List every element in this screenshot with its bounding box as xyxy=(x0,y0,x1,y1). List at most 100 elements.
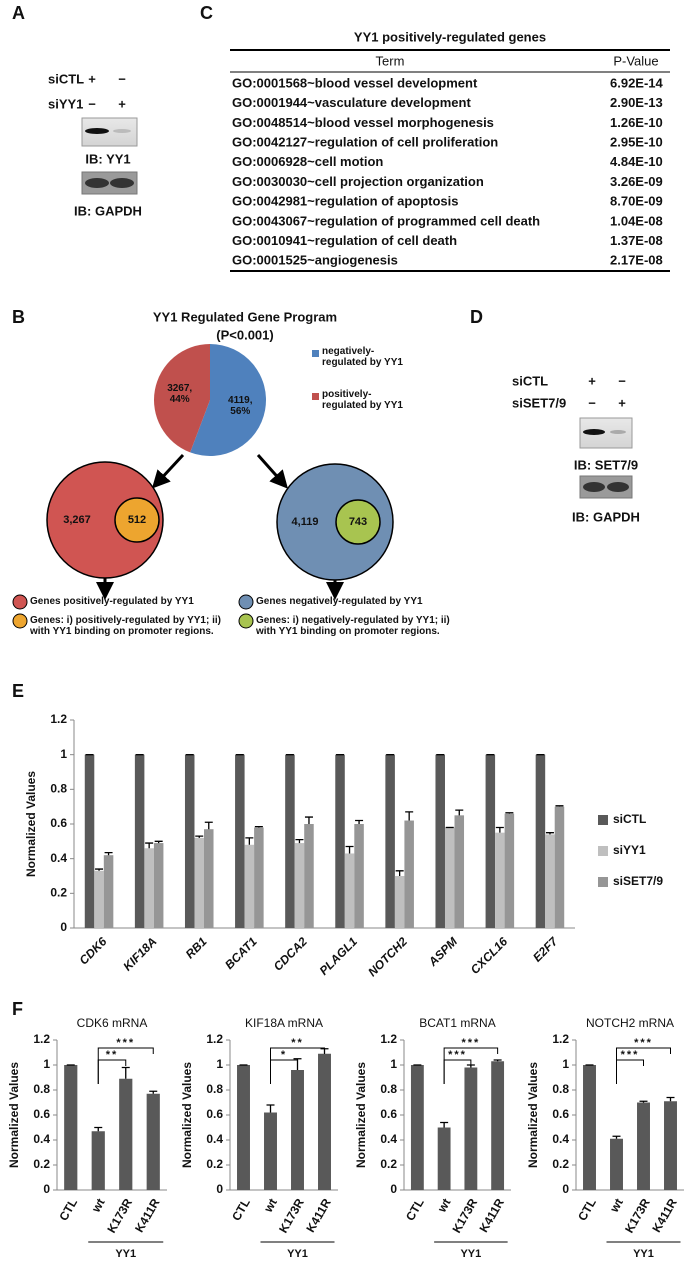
legend-text-box: negatively-regulated by YY1 xyxy=(322,346,403,368)
blot-row-label: siSET7/9 xyxy=(512,395,566,410)
significance-label: *** xyxy=(621,1049,640,1061)
bar xyxy=(119,1078,133,1190)
bar xyxy=(264,1112,277,1190)
table-term: GO:0001525~angiogenesis xyxy=(232,253,398,268)
bar xyxy=(394,876,405,928)
pie-slice xyxy=(154,344,210,453)
chart-title: CDK6 mRNA xyxy=(77,1016,148,1030)
bar xyxy=(437,1127,451,1190)
venn-legend-text-box: Genes: i) negatively-regulated by YY1; i… xyxy=(256,615,450,637)
venn-legend-text: Genes negatively-regulated by YY1 xyxy=(256,596,423,607)
bar xyxy=(464,1067,478,1190)
significance-label: * xyxy=(281,1049,287,1061)
error-bar xyxy=(94,1126,103,1132)
y-tick-label: 0 xyxy=(562,1182,569,1196)
legend-label: siSET7/9 xyxy=(613,874,663,888)
probe-label: IB: GAPDH xyxy=(74,203,142,218)
significance-label: ** xyxy=(291,1037,304,1049)
bar xyxy=(294,843,305,928)
x-tick-label: CTL xyxy=(575,1196,599,1223)
y-tick-label: 1 xyxy=(43,1057,50,1071)
y-tick-label: 0.6 xyxy=(50,816,67,830)
bar xyxy=(184,754,195,928)
probe-label: IB: GAPDH xyxy=(572,509,640,524)
panel-label: C xyxy=(200,3,213,23)
venn-circle xyxy=(335,499,381,545)
bar xyxy=(335,754,345,928)
lane-sign: − xyxy=(88,96,96,111)
legend-swatch xyxy=(312,350,319,357)
bar xyxy=(504,813,515,928)
bar xyxy=(545,834,555,928)
error-bar xyxy=(121,1066,130,1079)
error-bar xyxy=(95,868,104,871)
y-tick-label: 0.8 xyxy=(50,782,67,796)
x-tick-label: wt xyxy=(88,1196,107,1215)
table-pvalue: 6.92E-14 xyxy=(610,75,664,90)
y-tick-label: 1.2 xyxy=(50,712,67,726)
pie-value-label-box: 4119, 56% xyxy=(228,395,252,417)
error-bar xyxy=(345,845,354,854)
chart-title: NOTCH2 mRNA xyxy=(586,1016,674,1030)
venn-legend-text: Genes: i) positively-regulated by YY1; i… xyxy=(30,615,221,637)
y-tick-label: 0.8 xyxy=(552,1082,569,1096)
x-tick-label: CDCA2 xyxy=(271,934,310,973)
y-tick-label: 0.2 xyxy=(206,1157,223,1171)
probe-label: IB: YY1 xyxy=(85,151,130,166)
table-pvalue: 2.90E-13 xyxy=(610,95,663,110)
venn-count: 512 xyxy=(128,514,146,526)
bar xyxy=(244,844,255,928)
y-tick-label: 0.4 xyxy=(380,1132,397,1146)
bar xyxy=(235,754,245,928)
bar xyxy=(610,1138,623,1190)
bar xyxy=(146,1093,160,1190)
legend-dot xyxy=(12,613,28,629)
lane-sign: − xyxy=(588,395,596,410)
venn-legend-text-box: Genes: i) positively-regulated by YY1; i… xyxy=(30,615,221,637)
table-term: GO:0048514~blood vessel morphogenesis xyxy=(232,115,494,130)
legend-label: siYY1 xyxy=(613,843,646,857)
x-tick-label: K173R xyxy=(622,1196,653,1236)
significance-label: *** xyxy=(634,1037,653,1049)
y-tick-label: 0 xyxy=(43,1182,50,1196)
probe-label: IB: SET7/9 xyxy=(574,457,638,472)
significance-label: *** xyxy=(116,1037,135,1049)
pie-value-label-box: 3267, 44% xyxy=(167,383,192,405)
y-tick-label: 0.2 xyxy=(33,1157,50,1171)
bar xyxy=(84,754,95,928)
y-tick-label: 0.6 xyxy=(552,1107,569,1121)
x-tick-label: K411R xyxy=(132,1196,163,1235)
blot-d xyxy=(579,417,633,499)
error-bar xyxy=(455,809,464,816)
arrows xyxy=(96,453,344,600)
bar xyxy=(385,754,395,928)
lane-sign: − xyxy=(618,373,626,388)
bar xyxy=(535,754,546,928)
x-tick-label: CTL xyxy=(56,1196,80,1223)
bar xyxy=(554,806,565,928)
error-bar xyxy=(495,826,504,833)
y-axis-label: Normalized Values xyxy=(7,1062,21,1168)
bar xyxy=(153,843,164,928)
y-tick-label: 0.8 xyxy=(380,1082,397,1096)
bar xyxy=(485,754,496,928)
legend-dot xyxy=(238,613,254,629)
y-tick-label: 0.6 xyxy=(206,1107,223,1121)
lane-sign: − xyxy=(118,71,126,86)
y-tick-label: 0.8 xyxy=(206,1082,223,1096)
x-tick-label: K173R xyxy=(104,1196,135,1236)
table-header: P-Value xyxy=(613,53,658,68)
bar xyxy=(435,754,445,928)
x-tick-label: RB1 xyxy=(183,934,210,961)
panel-label: A xyxy=(12,3,25,23)
venn-count: 3,267 xyxy=(63,514,91,526)
error-bar xyxy=(195,835,204,838)
y-tick-label: 0.6 xyxy=(380,1107,397,1121)
error-bar xyxy=(639,1100,648,1103)
error-bar xyxy=(266,1104,275,1113)
blot-a xyxy=(81,117,138,195)
bar xyxy=(64,1065,78,1190)
significance-bracket xyxy=(270,1047,325,1084)
error-bar xyxy=(254,825,263,828)
